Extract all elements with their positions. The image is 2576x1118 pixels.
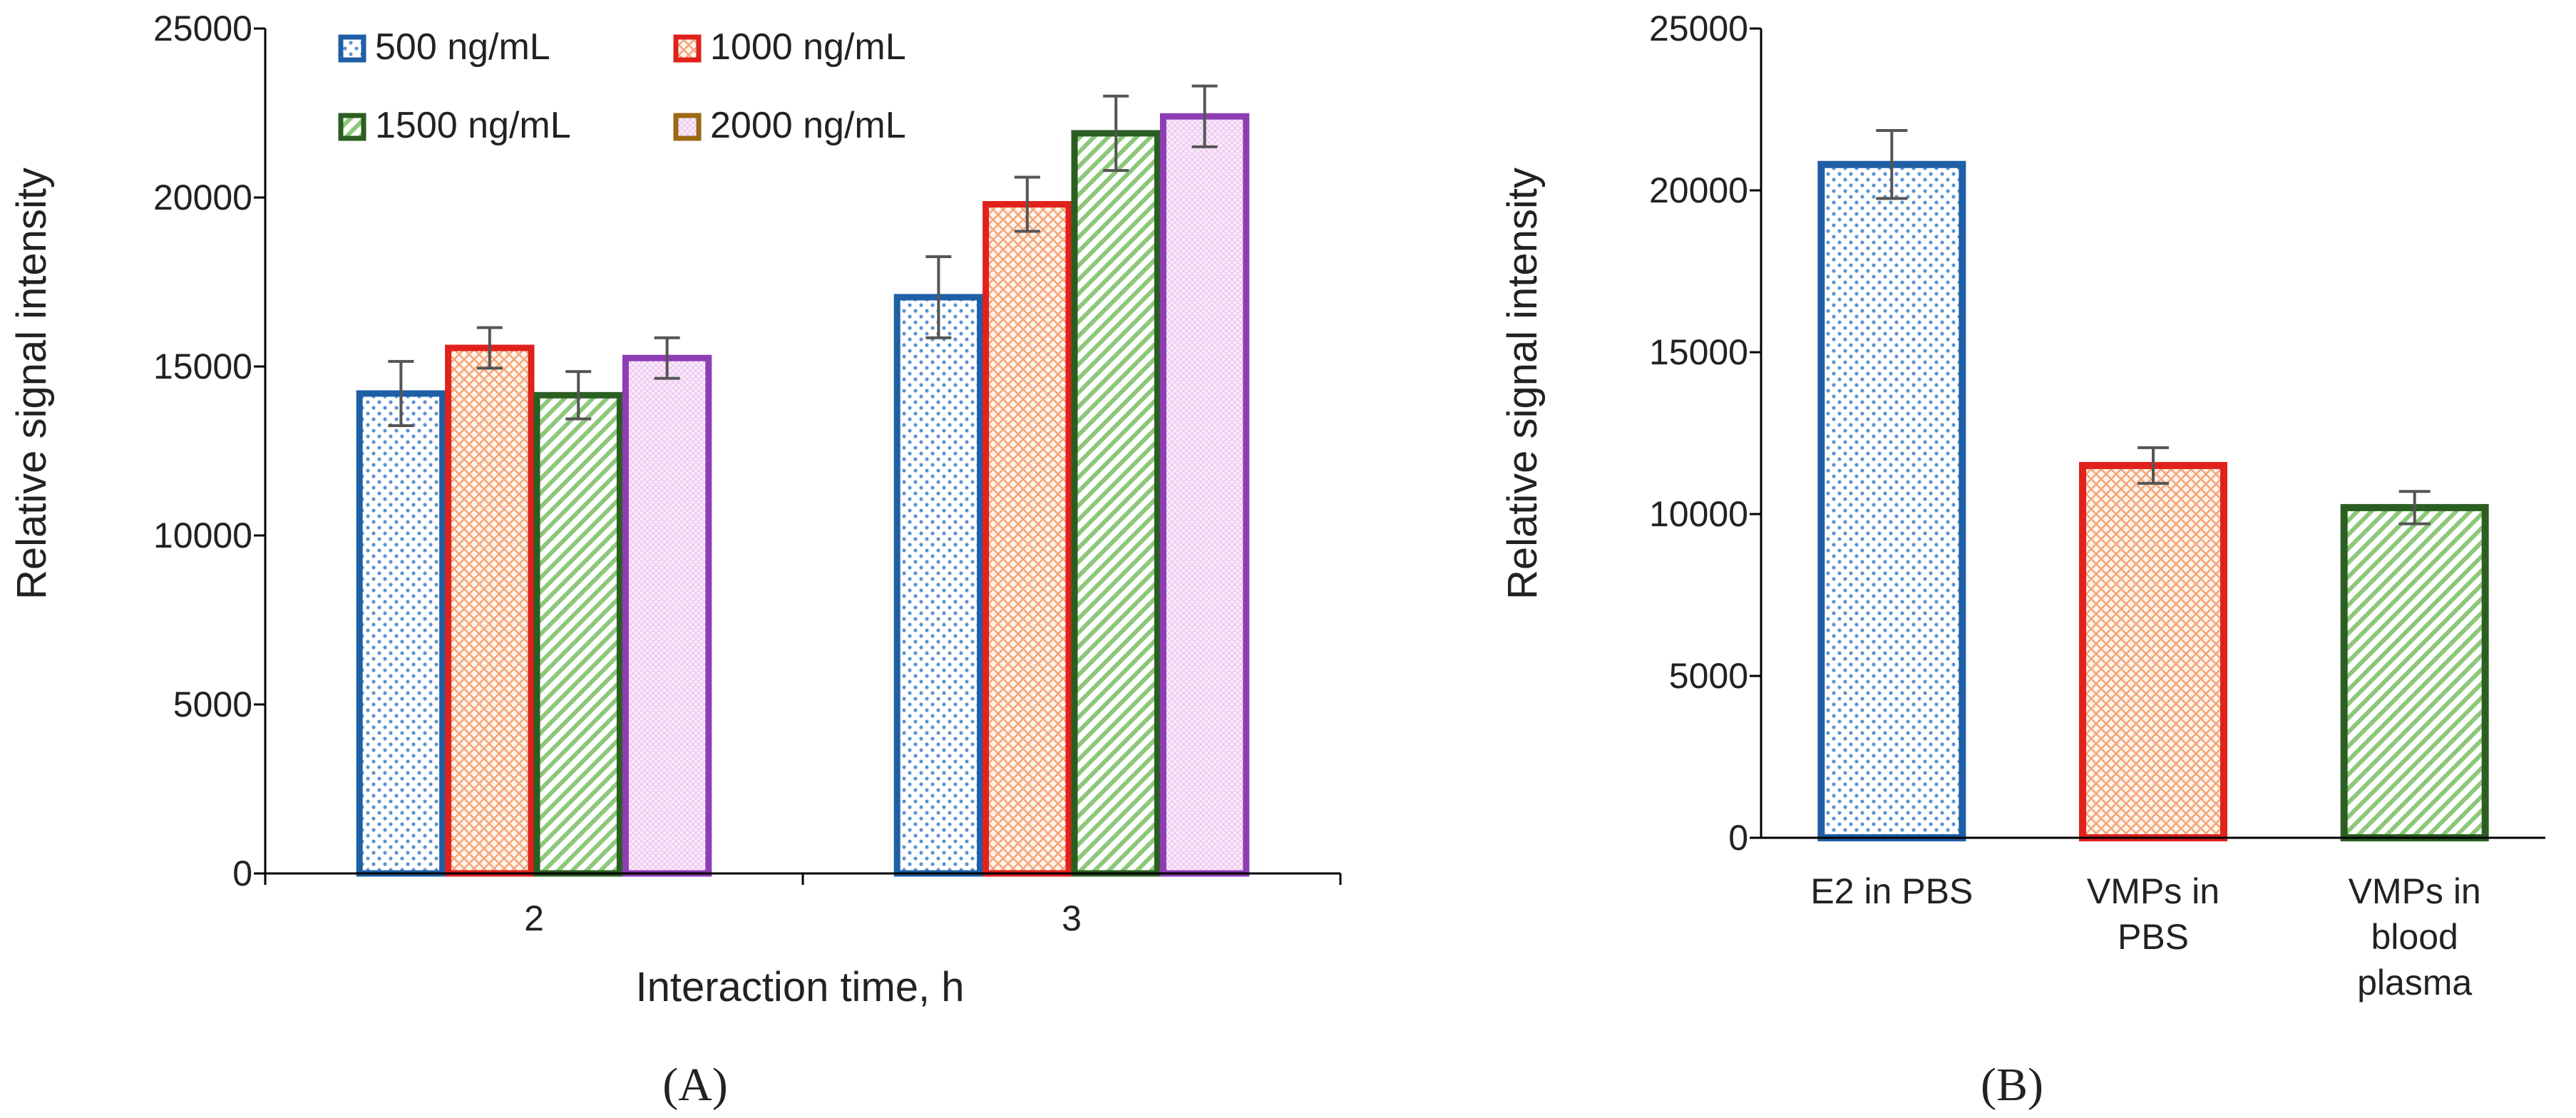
y-tick-label: 20000 <box>1649 170 1748 210</box>
legend-label: 500 ng/mL <box>375 26 550 68</box>
bar <box>1071 130 1161 877</box>
legend-swatch <box>673 34 702 63</box>
y-tick-label: 25000 <box>153 9 252 48</box>
y-tick-label: 10000 <box>1649 494 1748 534</box>
y-tick-label: 5000 <box>173 684 252 724</box>
bars <box>356 113 1250 877</box>
legend-swatch <box>673 113 702 141</box>
y-tick-labels: 0 5000 10000 15000 20000 25000 <box>1649 9 1748 858</box>
legend-swatch <box>338 34 366 63</box>
bars <box>1817 160 2489 841</box>
y-tick-label: 15000 <box>1649 332 1748 372</box>
bar <box>533 391 623 877</box>
legend-label: 1500 ng/mL <box>375 105 571 146</box>
y-tick-label: 0 <box>1728 818 1748 858</box>
x-tick-labels: E2 in PBS VMPs in PBS VMPs in blood plasma <box>1810 871 2480 1002</box>
legend-swatch <box>338 113 366 141</box>
x-tick-label: VMPs in <box>2349 871 2481 911</box>
x-tick-label: 2 <box>524 898 544 938</box>
x-tick-label: blood <box>2371 917 2458 957</box>
x-tick-label: VMPs in <box>2087 871 2220 911</box>
bar <box>622 354 712 877</box>
error-bars <box>1876 129 2431 525</box>
x-axis-title: Interaction time, h <box>636 964 965 1010</box>
x-tick-label: plasma <box>2357 963 2472 1002</box>
x-tick-label: 3 <box>1062 898 1082 938</box>
legend-label: 1000 ng/mL <box>710 26 906 68</box>
y-tick-label: 15000 <box>153 347 252 386</box>
bar <box>2079 461 2227 841</box>
panel-b: 0 5000 10000 15000 20000 25000 E2 in PBS VMPs … <box>1499 9 2545 1111</box>
panel-label-b: (B) <box>1981 1059 2043 1111</box>
bar <box>445 344 535 877</box>
x-tick-label: E2 in PBS <box>1810 871 1973 911</box>
y-tick-label: 5000 <box>1669 656 1748 696</box>
panel-label-a: (A) <box>662 1059 728 1111</box>
legend-label: 2000 ng/mL <box>710 105 906 146</box>
bar <box>893 294 984 877</box>
bar <box>1159 113 1250 877</box>
y-tick-labels: 0 5000 10000 15000 20000 25000 <box>153 9 252 893</box>
bar <box>356 390 446 877</box>
error-bars <box>388 84 1218 427</box>
bar <box>1817 160 1966 841</box>
y-tick-label: 25000 <box>1649 9 1748 48</box>
y-tick-label: 20000 <box>153 178 252 217</box>
y-tick-label: 0 <box>232 853 252 893</box>
x-tick-label: PBS <box>2118 917 2189 957</box>
bar <box>982 200 1072 877</box>
legend: 500 ng/mL 1000 ng/mL 1500 ng/mL 2000 ng/mL <box>338 26 906 146</box>
y-axis-title: Relative signal intensity <box>9 168 55 600</box>
y-axis-title: Relative signal intensity <box>1499 168 1546 600</box>
bar <box>2340 503 2489 841</box>
axes <box>1750 27 2545 839</box>
axes <box>254 27 1342 885</box>
y-tick-label: 10000 <box>153 516 252 555</box>
